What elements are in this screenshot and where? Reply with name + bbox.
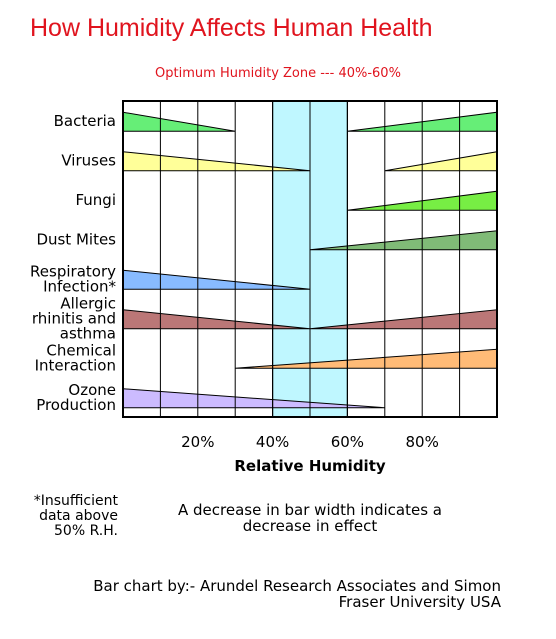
category-label: Allergic rhinitis and asthma <box>32 294 116 342</box>
category-label: Dust Mites <box>36 230 116 248</box>
category-label: Chemical Interaction <box>35 341 116 374</box>
bar-wedge-0-0 <box>122 111 236 132</box>
chart-credit: Bar chart by:- Arundel Research Associat… <box>93 577 501 611</box>
chart-title: How Humidity Affects Human Health <box>30 14 433 42</box>
footnote-insufficient-data: *Insufficient data above 50% R.H. <box>33 493 118 539</box>
category-label: Bacteria <box>54 112 116 130</box>
x-tick-label: 60% <box>331 433 364 451</box>
chart-subtitle: Optimum Humidity Zone --- 40%-60% <box>155 66 401 81</box>
category-label: Ozone Production <box>36 381 116 414</box>
bar-width-note: A decrease in bar width indicates a decr… <box>178 501 442 535</box>
category-label: Respiratory Infection* <box>30 262 116 295</box>
x-axis-label: Relative Humidity <box>234 457 386 475</box>
category-label: Fungi <box>75 191 116 209</box>
x-tick-label: 40% <box>256 433 289 451</box>
plot-area-border <box>122 100 498 418</box>
x-tick-label: 20% <box>181 433 214 451</box>
bar-wedge-1-1 <box>384 151 498 172</box>
x-tick-label: 80% <box>406 433 439 451</box>
category-label: Viruses <box>61 151 116 169</box>
